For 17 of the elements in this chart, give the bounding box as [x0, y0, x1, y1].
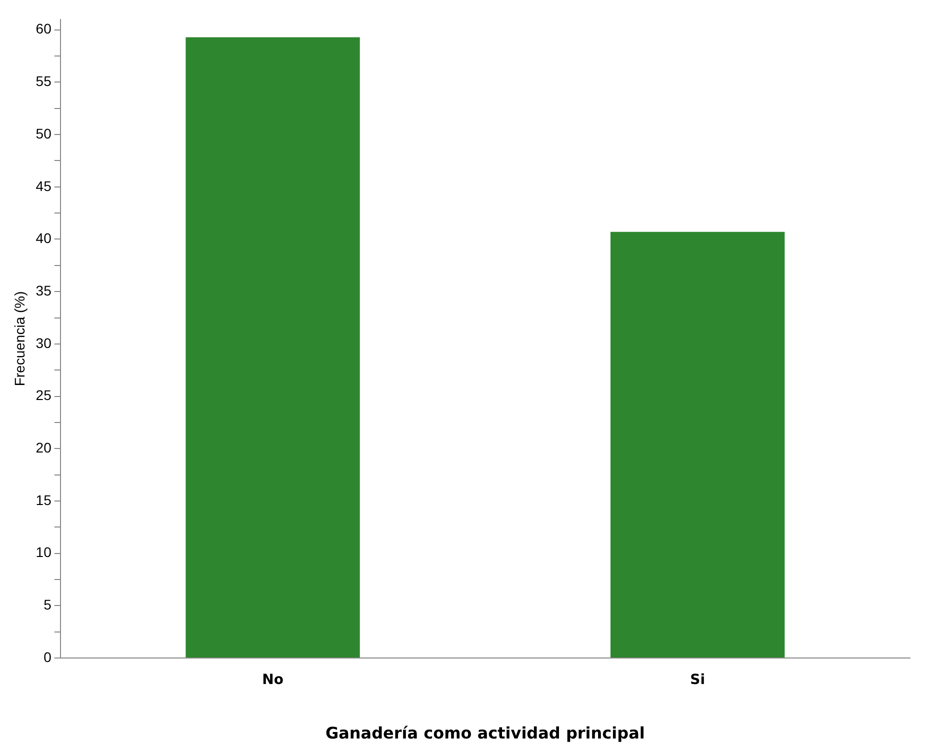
y-tick-label: 25 [36, 387, 52, 404]
y-tick-label: 45 [36, 178, 52, 194]
x-axis-title: Ganadería como actividad principal [325, 724, 645, 743]
y-tick-label: 20 [36, 439, 52, 456]
y-tick-label: 15 [36, 492, 52, 508]
y-tick-label: 5 [44, 596, 52, 613]
y-axis-title: Frecuencia (%) [11, 291, 28, 386]
y-tick-label: 60 [36, 20, 52, 37]
y-tick-label: 55 [36, 73, 52, 90]
y-tick-label: 50 [36, 125, 52, 142]
y-tick-label: 35 [36, 282, 52, 298]
x-tick-label: No [262, 672, 284, 688]
y-tick-label: 40 [36, 230, 52, 246]
y-tick-label: 0 [44, 648, 52, 665]
y-tick-label: 30 [36, 334, 52, 351]
y-tick-label: 10 [36, 544, 52, 560]
x-tick-label: Si [690, 672, 706, 688]
